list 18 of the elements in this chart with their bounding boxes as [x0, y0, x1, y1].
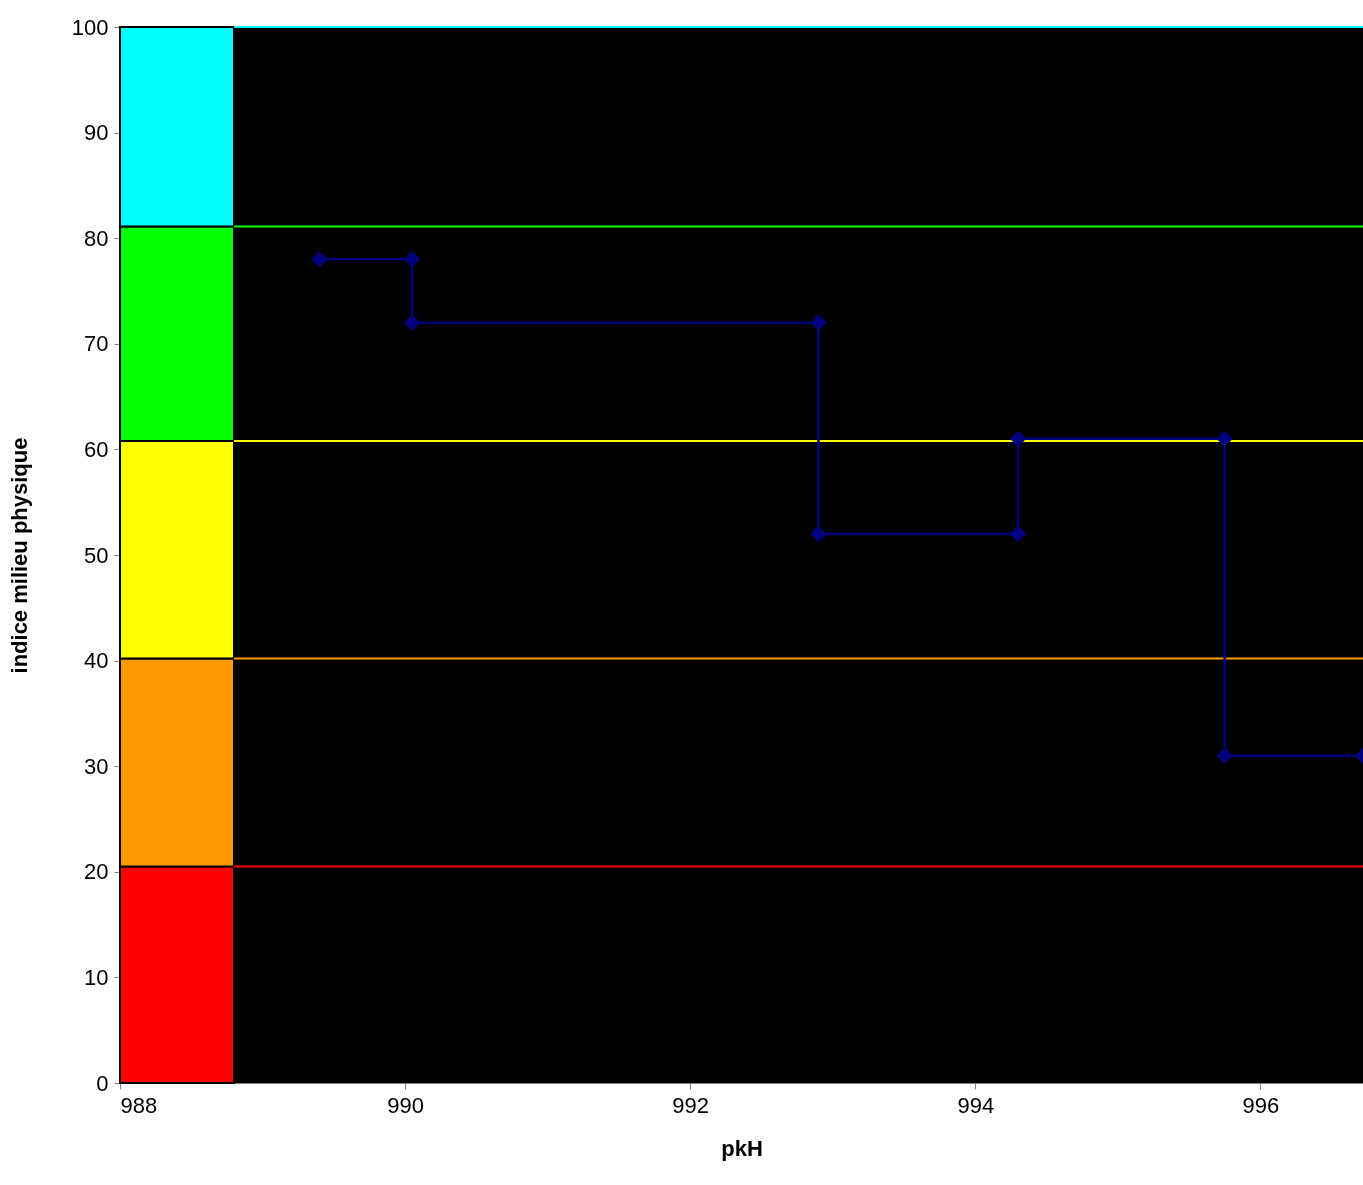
- y-tick-label: 70: [84, 331, 109, 357]
- x-tick-label: 992: [672, 1092, 710, 1118]
- x-tick-label: 996: [1242, 1092, 1280, 1118]
- y-tick-label: 90: [84, 120, 109, 146]
- y-tick-label: 100: [71, 14, 109, 40]
- x-tick-label: 990: [387, 1092, 424, 1118]
- y-tick-label: 10: [84, 964, 109, 990]
- y-tick-label: 40: [84, 648, 109, 674]
- y-tick-label: 80: [84, 225, 109, 251]
- y-tick-label: 20: [84, 859, 109, 885]
- y-tick-label: 30: [84, 753, 109, 779]
- y-tick-label: 0: [96, 1070, 109, 1096]
- y-tick-label: 50: [84, 542, 109, 568]
- y-axis-title: indice milieu physique: [6, 437, 32, 674]
- x-axis-title: pkH: [721, 1135, 763, 1161]
- y-tick-label: 60: [84, 436, 109, 462]
- x-tick-label: 988: [120, 1092, 158, 1118]
- x-tick-label: 994: [957, 1092, 995, 1118]
